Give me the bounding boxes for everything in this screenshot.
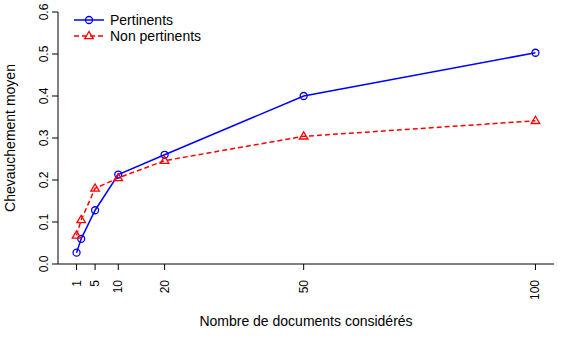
svg-text:Chevauchement moyen: Chevauchement moyen bbox=[8, 64, 18, 212]
svg-text:0.0: 0.0 bbox=[37, 255, 51, 272]
svg-text:100: 100 bbox=[528, 280, 542, 300]
svg-text:0.3: 0.3 bbox=[37, 129, 51, 146]
svg-text:1: 1 bbox=[70, 280, 84, 287]
svg-text:10: 10 bbox=[111, 280, 125, 294]
svg-text:0.2: 0.2 bbox=[37, 171, 51, 188]
svg-text:0.6: 0.6 bbox=[37, 3, 51, 20]
svg-text:0.1: 0.1 bbox=[37, 213, 51, 230]
html-text:Non pertinents: Non pertinents bbox=[110, 28, 202, 44]
html-text:Pertinents: Pertinents bbox=[110, 12, 173, 28]
svg-text:50: 50 bbox=[297, 280, 311, 294]
svg-text:0.4: 0.4 bbox=[37, 87, 51, 104]
svg-text:20: 20 bbox=[158, 280, 172, 294]
svg-text:5: 5 bbox=[88, 280, 102, 287]
svg-text:Nombre de documents considérés: Nombre de documents considérés bbox=[199, 313, 412, 329]
svg-text:0.5: 0.5 bbox=[37, 45, 51, 62]
